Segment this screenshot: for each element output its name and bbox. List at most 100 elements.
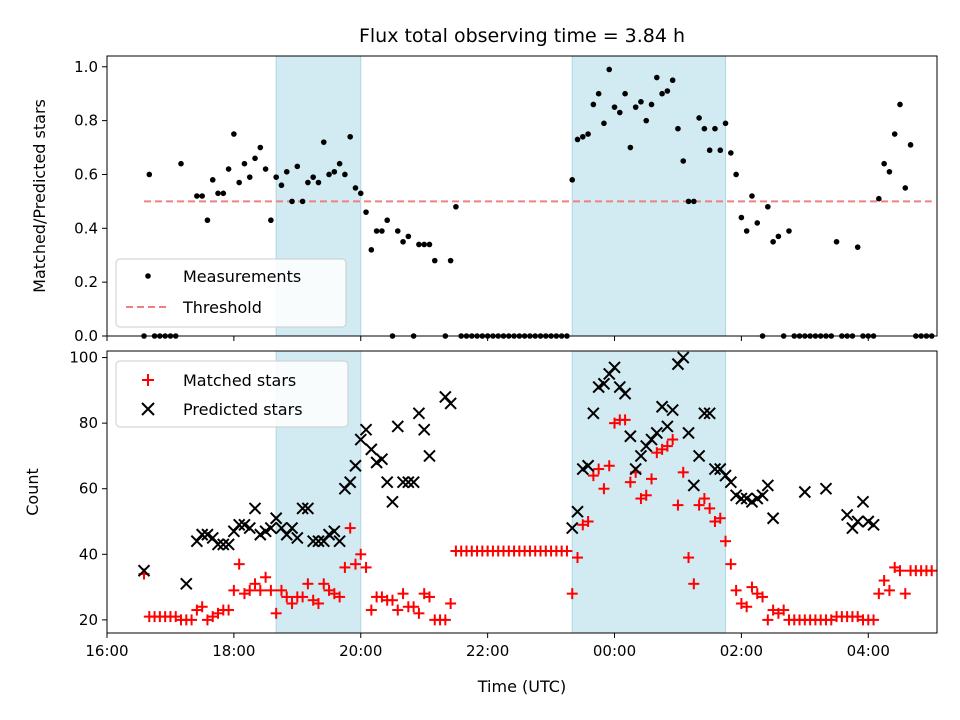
matched-star-point [339, 561, 351, 573]
predicted-star-point [666, 403, 679, 417]
x-stroke-b [407, 475, 420, 489]
measurement-point [691, 198, 697, 205]
measurement-point [225, 166, 232, 172]
measurement-point [405, 233, 412, 240]
measurement-point [357, 190, 364, 197]
x-stroke-b [444, 397, 457, 410]
measurement-point [257, 144, 264, 151]
x-stroke-b [613, 380, 627, 394]
measurement-point [733, 171, 739, 178]
measurement-point [749, 193, 755, 199]
measurement-point [654, 74, 660, 81]
x-tick-label: 22:00 [466, 642, 509, 660]
top-axes-frame [106, 55, 938, 337]
measurement-point [712, 125, 718, 132]
x-stroke-b [195, 528, 209, 541]
x-stroke-b [296, 502, 309, 515]
predicted-star-point [380, 475, 394, 489]
matched-star-point [593, 463, 605, 475]
measurement-point [680, 158, 687, 164]
matched-star-point [762, 614, 774, 626]
x-stroke-b [343, 475, 357, 489]
matched-star-point [397, 588, 409, 600]
x-stroke-b [359, 423, 373, 436]
matched-star-point [297, 591, 309, 603]
predicted-star-point [571, 505, 584, 518]
x-stroke-b [624, 430, 637, 443]
x-stroke-b [682, 426, 695, 440]
matched-star-point [254, 584, 266, 596]
matched-star-point [566, 588, 578, 600]
predicted-star-point [698, 407, 711, 420]
matched-star-point [344, 522, 356, 534]
predicted-star-point [703, 407, 716, 420]
matched-star-point [878, 575, 890, 587]
predicted-star-point [391, 420, 404, 433]
predicted-star-point [724, 475, 738, 489]
measurement-point [622, 90, 628, 97]
matched-star-point [423, 591, 435, 603]
bottom-y-ticks: 20 40 60 80 100 [69, 349, 107, 629]
measurement-point [728, 150, 734, 156]
predicted-star-point [587, 407, 600, 420]
x-stroke-b [412, 407, 426, 420]
predicted-star-point [359, 423, 373, 436]
measurement-point [294, 163, 301, 170]
predicted-star-point [840, 508, 854, 522]
x-stroke-b [608, 361, 621, 374]
predicted-star-point [682, 426, 695, 440]
x-tick-label: 00:00 [593, 642, 636, 660]
matched-star-point [873, 588, 885, 600]
measurement-point [347, 133, 353, 140]
x-stroke-b [238, 518, 251, 531]
measurement-point [373, 228, 380, 234]
legend-threshold-label: Threshold [182, 298, 262, 317]
x-stroke-b [708, 462, 722, 476]
x-stroke-b [867, 518, 880, 531]
measurement-point [685, 198, 692, 205]
predicted-star-point [761, 479, 775, 492]
x-stroke-b [306, 534, 320, 548]
matched-star-point [899, 588, 911, 600]
measurement-point [231, 131, 237, 137]
measurement-point [659, 90, 665, 97]
measurement-point [299, 198, 306, 205]
x-stroke-b [634, 449, 648, 463]
predicted-star-point [269, 512, 283, 525]
predicted-star-point [856, 495, 870, 509]
measurement-point [252, 155, 258, 162]
measurement-point [215, 190, 221, 197]
measurement-point [246, 174, 253, 180]
x-stroke-b [698, 407, 711, 420]
matched-star-point [883, 584, 895, 596]
measurement-point [326, 171, 332, 178]
predicted-star-point [396, 475, 410, 489]
predicted-star-point [211, 538, 225, 551]
matched-star-point [223, 604, 235, 616]
x-stroke-b [291, 531, 304, 545]
x-stroke-b [328, 525, 341, 538]
matched-star-point [688, 578, 700, 590]
legend-measurements-label: Measurements [183, 267, 301, 286]
measurement-point [876, 195, 882, 202]
matched-star-point [757, 591, 769, 603]
predicted-star-point [692, 449, 706, 463]
measurement-point [902, 185, 909, 191]
measurement-point [617, 109, 623, 116]
measurement-point [643, 117, 650, 124]
measurement-point [717, 147, 724, 154]
bottom-x-ticks: 16:00 18:00 20:00 22:00 00:00 02:00 04:00 [85, 633, 890, 660]
x-stroke-b [724, 475, 738, 489]
measurement-point [897, 101, 903, 108]
measurement-point [585, 131, 591, 137]
x-axis-label: Time (UTC) [477, 677, 566, 696]
x-stroke-b [312, 534, 325, 548]
predicted-star-point [650, 426, 664, 440]
measurement-point [209, 177, 216, 183]
matched-star-point [286, 597, 298, 609]
measurement-point [765, 203, 771, 210]
matched-star-point [334, 591, 346, 603]
matched-star-point [619, 414, 631, 426]
predicted-star-point [306, 534, 320, 548]
measurement-point [146, 171, 153, 178]
